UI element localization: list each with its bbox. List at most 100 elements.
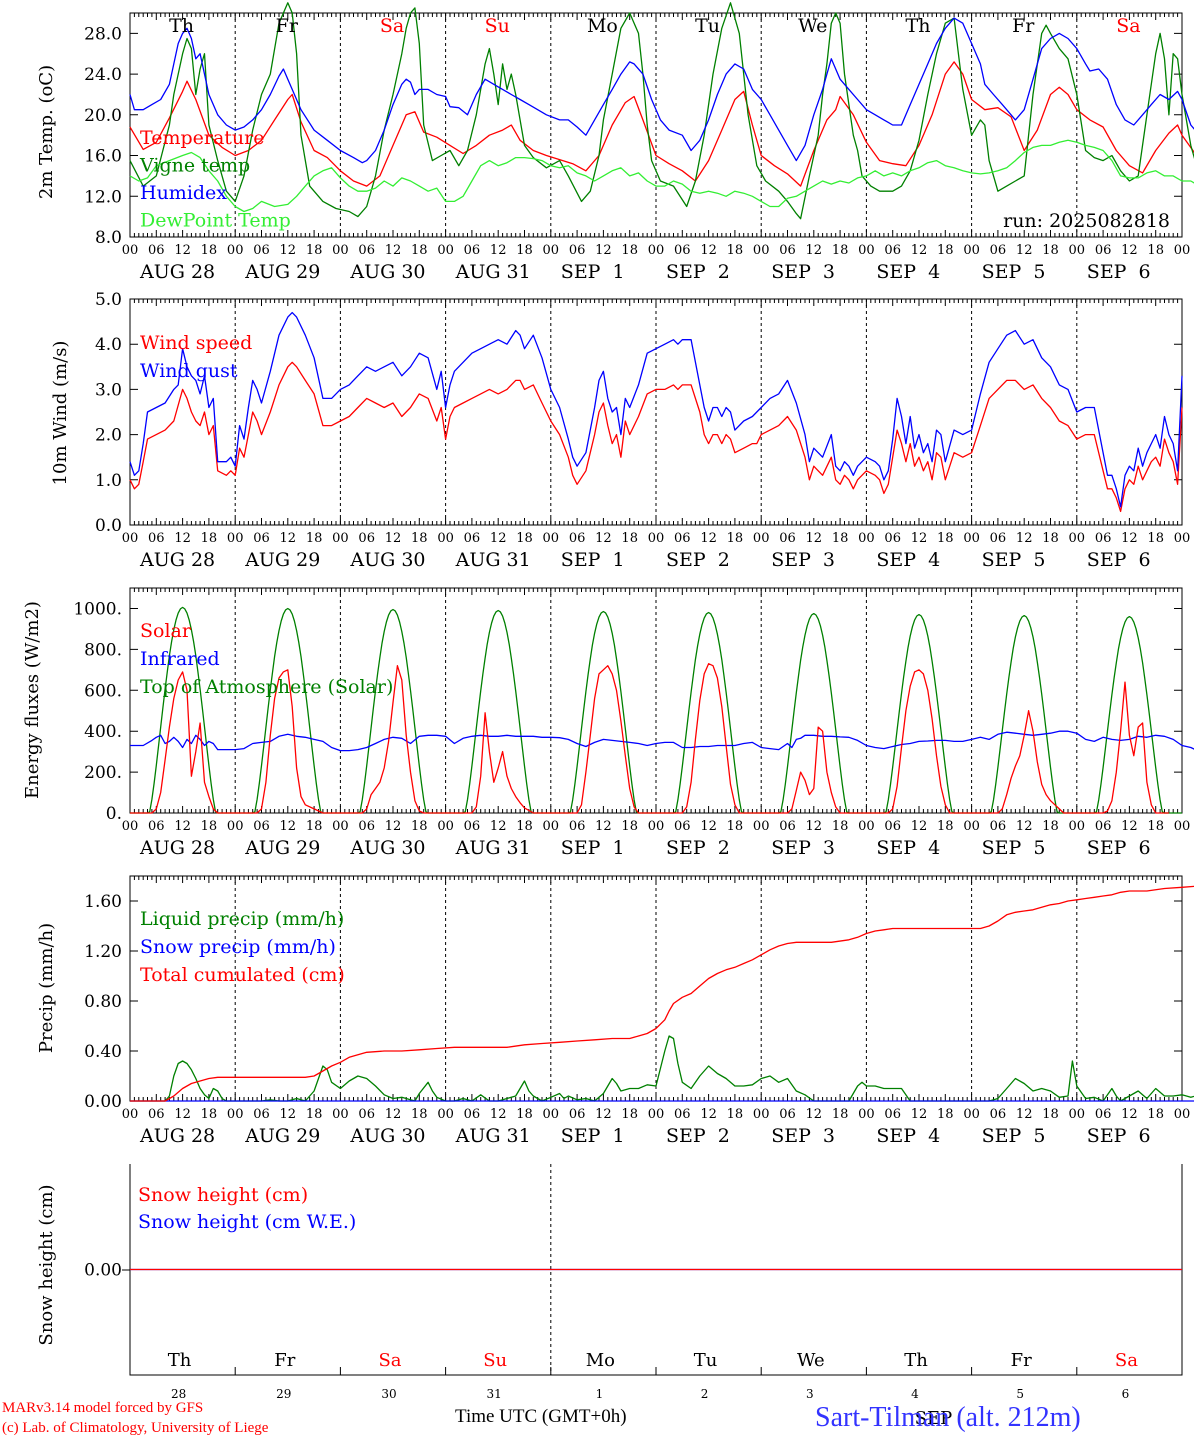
hour-tick-label: 06 [253, 243, 270, 258]
y-tick-label: 4.0 [95, 335, 122, 355]
date-label: SEP 6 [1087, 261, 1151, 283]
hour-tick-label: 12 [700, 1107, 717, 1122]
hour-tick-label: 12 [911, 819, 928, 834]
hour-tick-label: 06 [569, 243, 586, 258]
hour-tick-label: 12 [490, 1107, 507, 1122]
hour-tick-label: 12 [385, 1107, 402, 1122]
hour-tick-label: 12 [1016, 819, 1033, 834]
hour-tick-label: 12 [174, 243, 191, 258]
hour-tick-label: 18 [411, 1107, 428, 1122]
date-label: AUG 29 [244, 261, 320, 283]
credit-model: MARv3.14 model forced by GFS [2, 1400, 204, 1416]
wind-series-line [129, 311, 1183, 508]
day-number-label: 30 [381, 1387, 396, 1401]
y-tick-label: 0.0 [95, 516, 122, 536]
hour-tick-label: 00 [648, 531, 665, 546]
weekday-label: Su [485, 15, 510, 37]
date-label: AUG 31 [455, 261, 531, 283]
weekday-label: Th [904, 1350, 928, 1371]
panel-frame [129, 587, 1183, 814]
hour-tick-label: 18 [832, 819, 849, 834]
weekday-label: Sa [1115, 1350, 1138, 1371]
hour-tick-label: 06 [464, 243, 481, 258]
date-label: SEP 3 [771, 549, 835, 571]
hour-tick-label: 00 [1174, 243, 1191, 258]
hour-tick-label: 06 [464, 1107, 481, 1122]
hour-tick-label: 18 [306, 1107, 323, 1122]
date-label: AUG 31 [455, 1125, 531, 1147]
day-number-label: 6 [1122, 1387, 1130, 1401]
hour-tick-label: 00 [858, 243, 875, 258]
date-label: AUG 28 [139, 1125, 215, 1147]
weekday-label: We [797, 1350, 825, 1371]
time-ticks [129, 588, 1183, 813]
y-tick-label: 16.0 [84, 147, 122, 167]
hour-tick-label: 18 [516, 243, 533, 258]
date-label: AUG 28 [139, 549, 215, 571]
hour-tick-label: 18 [621, 243, 638, 258]
hour-tick-label: 12 [174, 819, 191, 834]
date-label: SEP 2 [666, 549, 730, 571]
day-number-label: 31 [487, 1387, 502, 1401]
hour-tick-label: 06 [148, 1107, 165, 1122]
hour-tick-label: 18 [1042, 243, 1059, 258]
hour-tick-label: 06 [779, 1107, 796, 1122]
date-label: SEP 3 [771, 837, 835, 859]
hour-tick-label: 06 [358, 531, 375, 546]
hour-tick-label: 00 [963, 1107, 980, 1122]
weekday-label: Fr [1012, 15, 1035, 37]
hour-tick-label: 18 [411, 243, 428, 258]
date-label: AUG 30 [349, 549, 425, 571]
hour-tick-label: 06 [569, 531, 586, 546]
date-label: SEP 5 [982, 1125, 1046, 1147]
hour-tick-label: 18 [621, 819, 638, 834]
weekday-label: Fr [1011, 1350, 1032, 1371]
hour-tick-label: 00 [753, 819, 770, 834]
weekday-label: Mo [587, 15, 618, 37]
y-axis-label: Snow height (cm) [36, 1184, 57, 1345]
date-label: SEP 4 [876, 837, 940, 859]
hour-tick-label: 12 [1121, 243, 1138, 258]
date-label: AUG 28 [139, 261, 215, 283]
liquid-precip-line [130, 1035, 1194, 1102]
day-divider-lines [234, 299, 1078, 525]
hour-tick-label: 18 [306, 243, 323, 258]
run-label: run: 2025082818 [1003, 210, 1170, 232]
legend-entry: Solar [140, 620, 192, 642]
time-ticks [129, 13, 1183, 237]
hour-tick-label: 00 [122, 1107, 139, 1122]
date-label: SEP 6 [1087, 549, 1151, 571]
hour-tick-label: 12 [911, 531, 928, 546]
hour-tick-label: 12 [490, 531, 507, 546]
y-tick-label: 24.0 [84, 65, 122, 85]
weekday-label: Sa [378, 1350, 401, 1371]
y-tick-label: 12.0 [84, 187, 122, 207]
hour-tick-label: 12 [595, 243, 612, 258]
date-label: SEP 4 [876, 549, 940, 571]
weekday-label: Fr [274, 1350, 295, 1371]
date-label: SEP 3 [771, 261, 835, 283]
y-tick-label: 1.60 [84, 892, 122, 912]
weekday-label: Tu [695, 15, 720, 37]
cumulated-precip-line [130, 885, 1194, 1102]
hour-tick-label: 00 [963, 531, 980, 546]
day-number-label: 3 [806, 1387, 814, 1401]
day-number-label: 29 [276, 1387, 291, 1401]
hour-tick-label: 18 [411, 819, 428, 834]
date-label: SEP 4 [876, 1125, 940, 1147]
credit-lab: (c) Lab. of Climatology, University of L… [2, 1420, 269, 1436]
day-number-label: 5 [1016, 1387, 1024, 1401]
hour-tick-label: 18 [832, 531, 849, 546]
hour-tick-label: 00 [963, 819, 980, 834]
date-label: SEP 1 [561, 549, 625, 571]
weekday-label: Su [483, 1350, 507, 1371]
legend-entry: Infrared [140, 648, 220, 670]
hour-tick-label: 06 [779, 531, 796, 546]
panel-3 [129, 587, 1183, 814]
hour-tick-label: 06 [674, 531, 691, 546]
legend-entry: DewPoint Temp [140, 210, 291, 232]
hour-tick-label: 00 [1069, 531, 1086, 546]
hour-tick-label: 18 [516, 819, 533, 834]
hour-tick-label: 12 [1016, 531, 1033, 546]
